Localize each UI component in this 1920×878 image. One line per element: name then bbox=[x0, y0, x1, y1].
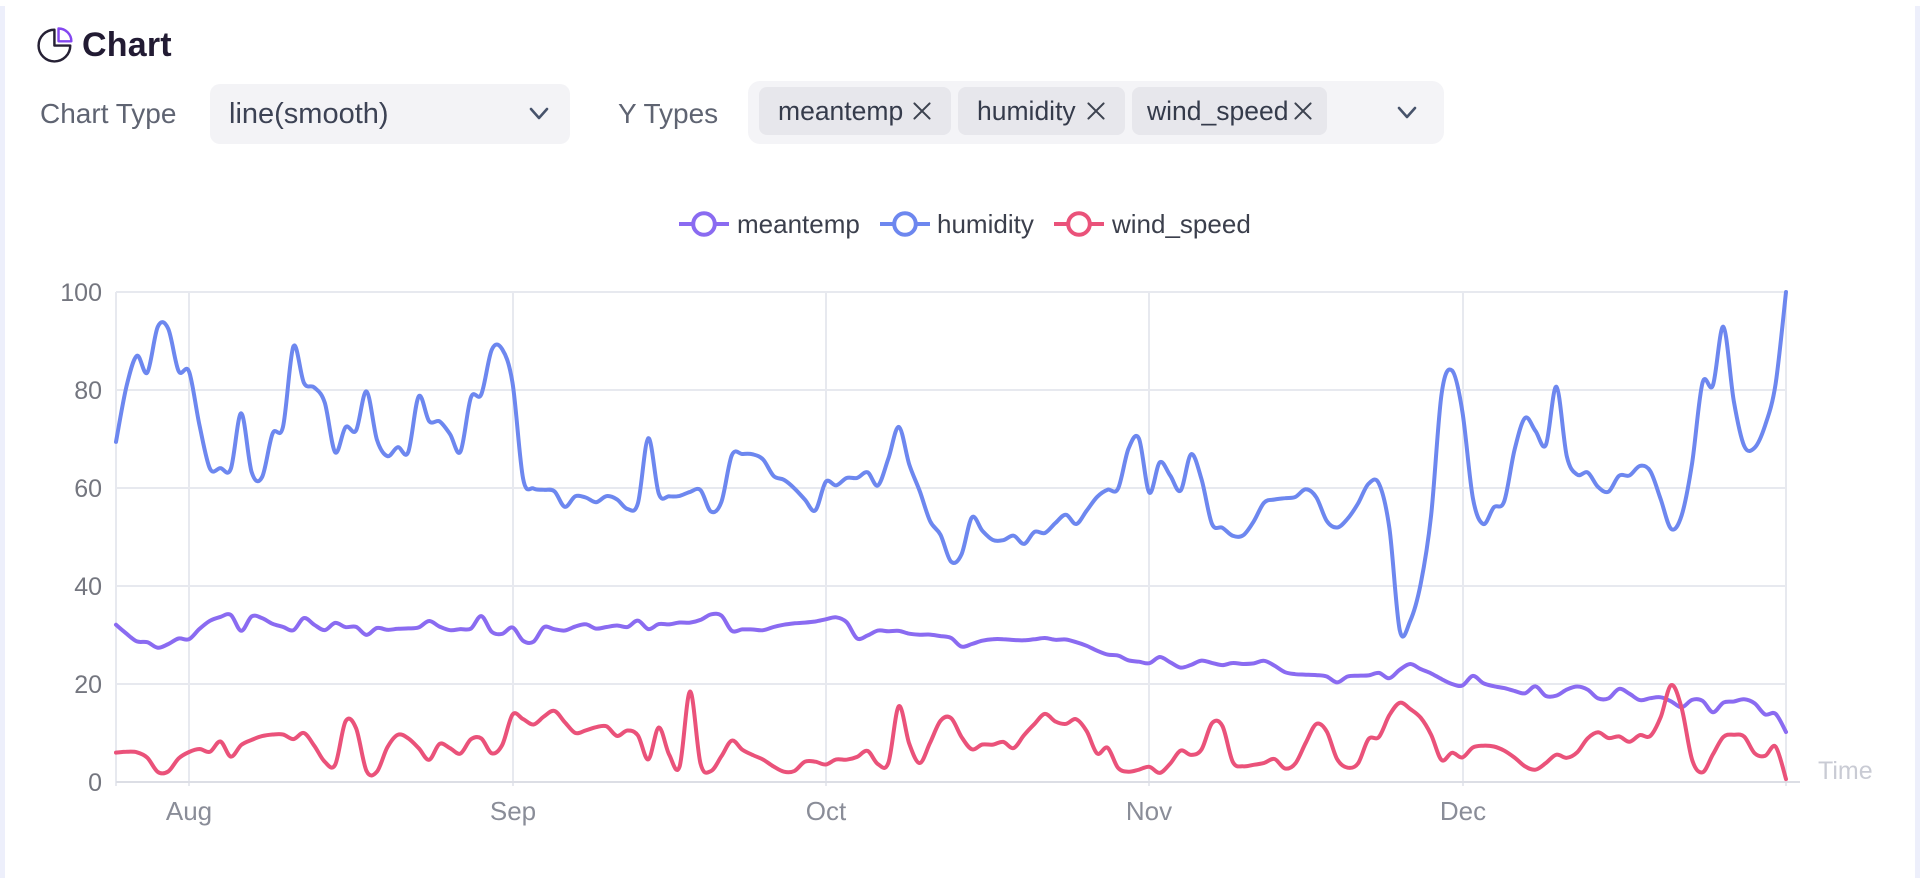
svg-text:0: 0 bbox=[88, 769, 102, 797]
svg-text:40: 40 bbox=[74, 573, 102, 601]
svg-text:wind_speed: wind_speed bbox=[1111, 209, 1251, 239]
svg-text:Nov: Nov bbox=[1126, 796, 1172, 826]
svg-text:Aug: Aug bbox=[166, 796, 212, 826]
svg-text:Dec: Dec bbox=[1440, 796, 1486, 826]
svg-text:20: 20 bbox=[74, 671, 102, 699]
svg-text:Sep: Sep bbox=[490, 796, 536, 826]
svg-text:meantemp: meantemp bbox=[737, 209, 860, 239]
svg-text:60: 60 bbox=[74, 475, 102, 503]
svg-text:80: 80 bbox=[74, 377, 102, 405]
svg-text:Time: Time bbox=[1818, 757, 1873, 785]
svg-text:Oct: Oct bbox=[806, 796, 847, 826]
svg-text:humidity: humidity bbox=[937, 209, 1034, 239]
svg-text:100: 100 bbox=[60, 279, 102, 307]
